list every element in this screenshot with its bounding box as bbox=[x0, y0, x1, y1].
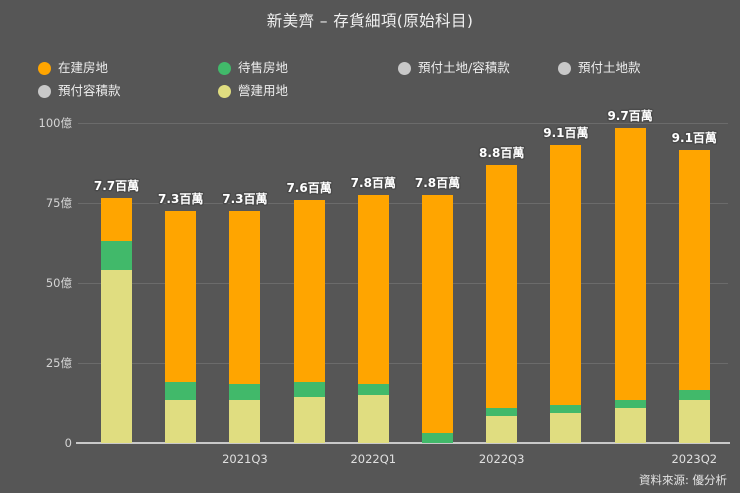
bar-value-label: 7.8百萬 bbox=[350, 176, 396, 190]
x-axis-tick-label: 2023Q2 bbox=[671, 452, 718, 466]
bar-segment[interactable] bbox=[678, 390, 710, 400]
chart-title: 新美齊 – 存貨細項(原始科目) bbox=[266, 12, 474, 30]
bar-segment[interactable] bbox=[422, 195, 453, 434]
legend-label: 營建用地 bbox=[238, 83, 289, 99]
bar-segment[interactable] bbox=[293, 199, 325, 383]
bar-segment[interactable] bbox=[678, 150, 710, 391]
bar-segment[interactable] bbox=[614, 399, 646, 408]
bar-group[interactable] bbox=[357, 195, 389, 443]
bar-segment[interactable] bbox=[357, 383, 389, 395]
x-axis-tick-label: 2022Q3 bbox=[478, 452, 525, 466]
legend-item-0[interactable]: 在建房地 bbox=[38, 62, 108, 75]
legend-item-1[interactable]: 待售房地 bbox=[218, 62, 288, 75]
legend-swatch-icon bbox=[38, 62, 51, 75]
bar-group[interactable] bbox=[486, 164, 518, 443]
bar-segment[interactable] bbox=[678, 399, 710, 443]
legend-label: 在建房地 bbox=[58, 60, 109, 76]
bar-group[interactable] bbox=[614, 127, 646, 443]
legend-label: 待售房地 bbox=[238, 60, 289, 76]
bar-group[interactable] bbox=[293, 199, 325, 443]
source-note: 資料來源: 優分析 bbox=[638, 473, 727, 487]
bar-segment[interactable] bbox=[614, 407, 646, 443]
bar-segment[interactable] bbox=[486, 415, 518, 443]
bar-group[interactable] bbox=[422, 195, 453, 443]
legend-label: 預付土地/容積款 bbox=[418, 60, 510, 76]
bar-segment[interactable] bbox=[293, 396, 325, 443]
bar-segment[interactable] bbox=[550, 404, 582, 413]
bar-value-label: 7.8百萬 bbox=[414, 176, 461, 190]
gridline bbox=[78, 203, 728, 204]
legend-label: 預付容積款 bbox=[58, 83, 121, 99]
bar-value-label: 8.8百萬 bbox=[479, 145, 525, 160]
y-axis-tick-label: 0 bbox=[64, 436, 72, 450]
bar-segment[interactable] bbox=[101, 241, 132, 271]
bar-value-label: 9.1百萬 bbox=[671, 131, 717, 146]
bar-segment[interactable] bbox=[229, 211, 261, 384]
plot-area: 0 25億 50億 75億 100億 7.7百萬 7.3百萬 7.3百萬 7.6百萬 7.8百萬… bbox=[39, 109, 730, 450]
bar-segment[interactable] bbox=[165, 399, 197, 443]
bar-segment[interactable] bbox=[550, 412, 582, 443]
legend-swatch-icon bbox=[218, 62, 231, 75]
bar-segment[interactable] bbox=[293, 382, 325, 397]
legend-item-3[interactable]: 預付土地款 bbox=[558, 62, 641, 75]
legend-item-2[interactable]: 預付土地/容積款 bbox=[398, 62, 510, 75]
bar-group[interactable] bbox=[229, 211, 261, 443]
bar-value-label: 7.3百萬 bbox=[158, 192, 204, 206]
legend-swatch-icon bbox=[38, 85, 51, 98]
x-axis-baseline bbox=[76, 442, 730, 444]
x-axis-tick-label: 2021Q3 bbox=[222, 452, 268, 466]
bar-value-label: 7.6百萬 bbox=[286, 180, 332, 195]
chart-legend: 在建房地 待售房地 預付土地/容積款 預付土地款預付容積款 營建用地 bbox=[38, 60, 728, 106]
legend-item-4[interactable]: 預付容積款 bbox=[38, 85, 121, 98]
bar-segment[interactable] bbox=[357, 395, 389, 443]
bar-group[interactable] bbox=[101, 198, 132, 443]
bar-segment[interactable] bbox=[229, 383, 261, 400]
bar-segment[interactable] bbox=[165, 211, 197, 383]
legend-swatch-icon bbox=[398, 62, 411, 75]
bar-segment[interactable] bbox=[357, 195, 389, 384]
gridline bbox=[78, 363, 728, 364]
bar-segment[interactable] bbox=[101, 198, 132, 242]
bar-group[interactable] bbox=[678, 150, 710, 443]
y-axis-tick-label: 50億 bbox=[45, 276, 72, 290]
bar-segment[interactable] bbox=[614, 127, 646, 400]
x-axis-tick-label: 2022Q1 bbox=[350, 452, 397, 466]
y-axis-tick-label: 75億 bbox=[45, 196, 72, 210]
bar-value-label: 7.3百萬 bbox=[222, 192, 268, 206]
gridline bbox=[78, 283, 728, 284]
gridline bbox=[78, 123, 728, 124]
legend-swatch-icon bbox=[218, 85, 231, 98]
y-axis-tick-label: 25億 bbox=[45, 356, 72, 370]
bar-value-label: 7.7百萬 bbox=[93, 179, 140, 194]
bar-group[interactable] bbox=[550, 145, 582, 443]
bar-segment[interactable] bbox=[101, 270, 132, 443]
legend-item-5[interactable]: 營建用地 bbox=[218, 85, 288, 98]
bar-group[interactable] bbox=[165, 211, 197, 443]
bar-segment[interactable] bbox=[486, 164, 518, 408]
y-axis-tick-label: 100億 bbox=[38, 116, 72, 130]
bar-value-label: 9.7百萬 bbox=[607, 108, 653, 123]
legend-label: 預付土地款 bbox=[578, 60, 641, 76]
legend-swatch-icon bbox=[558, 62, 571, 75]
bar-segment[interactable] bbox=[229, 399, 261, 443]
bar-value-label: 9.1百萬 bbox=[543, 126, 589, 141]
bar-segment[interactable] bbox=[486, 407, 518, 416]
bar-segment[interactable] bbox=[422, 433, 453, 443]
bar-segment[interactable] bbox=[165, 382, 197, 400]
bar-segment[interactable] bbox=[550, 145, 582, 405]
